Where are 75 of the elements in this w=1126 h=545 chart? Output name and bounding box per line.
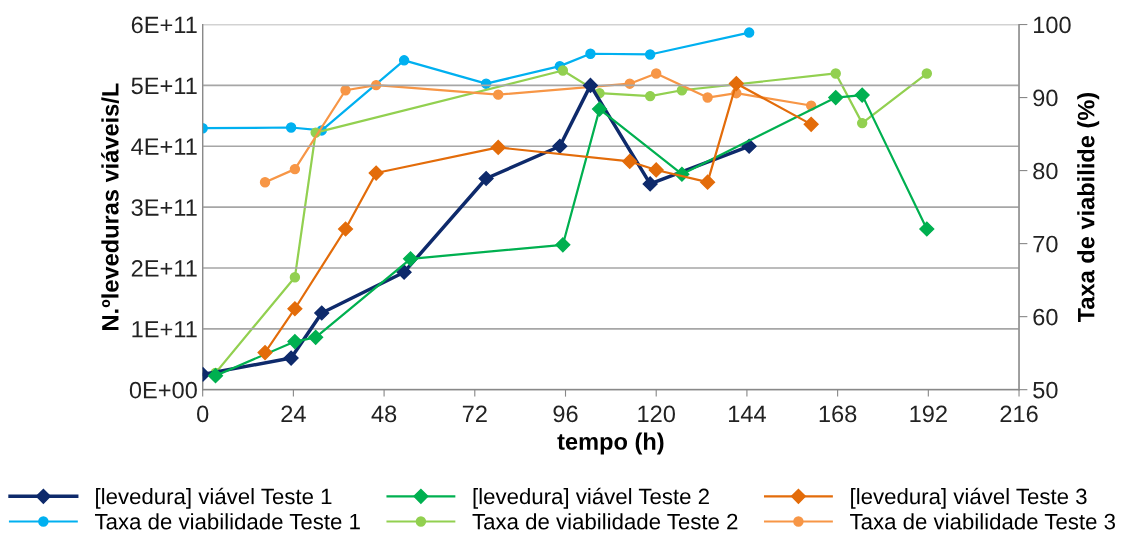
point <box>856 117 868 129</box>
point <box>555 237 571 253</box>
legend-label: [levedura] viável Teste 1 <box>96 487 332 509</box>
y2-tick-label: 60 <box>1033 308 1058 326</box>
point <box>700 174 716 190</box>
y-tick-label: 4E+11 <box>131 138 197 155</box>
point <box>585 48 596 59</box>
y-tick-label: 6E+11 <box>131 16 197 34</box>
x-tick-label: 216 <box>1000 405 1038 423</box>
x-tick-label: 96 <box>553 405 578 423</box>
point <box>622 153 638 170</box>
point <box>702 92 713 103</box>
x-tick-label: 48 <box>371 405 397 423</box>
x-axis-title: tempo (h) <box>557 432 664 455</box>
point <box>650 68 662 79</box>
point <box>207 368 224 384</box>
point <box>728 75 744 92</box>
point <box>259 177 271 188</box>
point <box>402 251 419 267</box>
point <box>919 221 935 237</box>
point <box>582 77 599 93</box>
y2-tick-label: 100 <box>1034 16 1071 34</box>
y-tick-label: 0E+00 <box>129 381 197 399</box>
point <box>287 301 303 317</box>
legend-label: [levedura] viável Teste 2 <box>473 487 709 509</box>
point <box>591 101 608 117</box>
y2-tick-label: 90 <box>1033 89 1058 107</box>
point <box>340 85 351 96</box>
point <box>493 89 504 100</box>
point <box>557 65 569 76</box>
point <box>308 329 324 345</box>
x-tick-label: 24 <box>281 405 306 423</box>
legend-label: Taxa de viabilidade Teste 2 <box>472 513 738 530</box>
y-tick-label: 2E+11 <box>131 260 197 277</box>
x-tick-label: 0 <box>197 405 209 423</box>
x-tick-label: 72 <box>462 405 487 423</box>
point <box>478 170 494 187</box>
point <box>314 305 330 321</box>
point <box>828 89 844 106</box>
legend-label: [levedura] viável Teste 3 <box>851 487 1087 509</box>
y-tick-label: 3E+11 <box>131 199 197 216</box>
point <box>552 138 568 154</box>
point <box>368 165 384 181</box>
point <box>921 68 933 79</box>
point <box>803 116 819 132</box>
point <box>287 334 303 350</box>
point <box>644 49 656 60</box>
legend-label: Taxa de viabilidade Teste 1 <box>94 513 360 530</box>
y-axis-title: N.ºleveduras viáveis/L <box>101 83 119 330</box>
y-tick-label: 1E+11 <box>132 321 197 338</box>
y2-tick-label: 50 <box>1033 381 1058 399</box>
point <box>398 55 410 66</box>
y2-axis-title: Taxa de viabilide (%) <box>1077 93 1100 323</box>
point <box>743 27 755 38</box>
point <box>285 122 297 133</box>
y-tick-label: 5E+11 <box>131 77 197 95</box>
point <box>648 162 664 178</box>
point <box>283 350 299 366</box>
point <box>642 176 658 192</box>
point <box>337 221 354 237</box>
x-tick-label: 144 <box>729 405 766 423</box>
point <box>644 90 656 102</box>
point <box>490 139 506 156</box>
x-tick-label: 120 <box>638 405 675 423</box>
point <box>289 163 301 175</box>
point <box>257 344 273 361</box>
point <box>289 271 301 283</box>
point <box>830 68 841 79</box>
point <box>396 264 412 280</box>
x-tick-label: 192 <box>910 405 947 423</box>
x-tick-label: 168 <box>819 405 857 423</box>
y2-tick-label: 80 <box>1033 162 1058 180</box>
legend-label: Taxa de viabilidade Teste 3 <box>850 513 1115 530</box>
point <box>854 87 870 103</box>
y2-tick-label: 70 <box>1033 235 1058 253</box>
